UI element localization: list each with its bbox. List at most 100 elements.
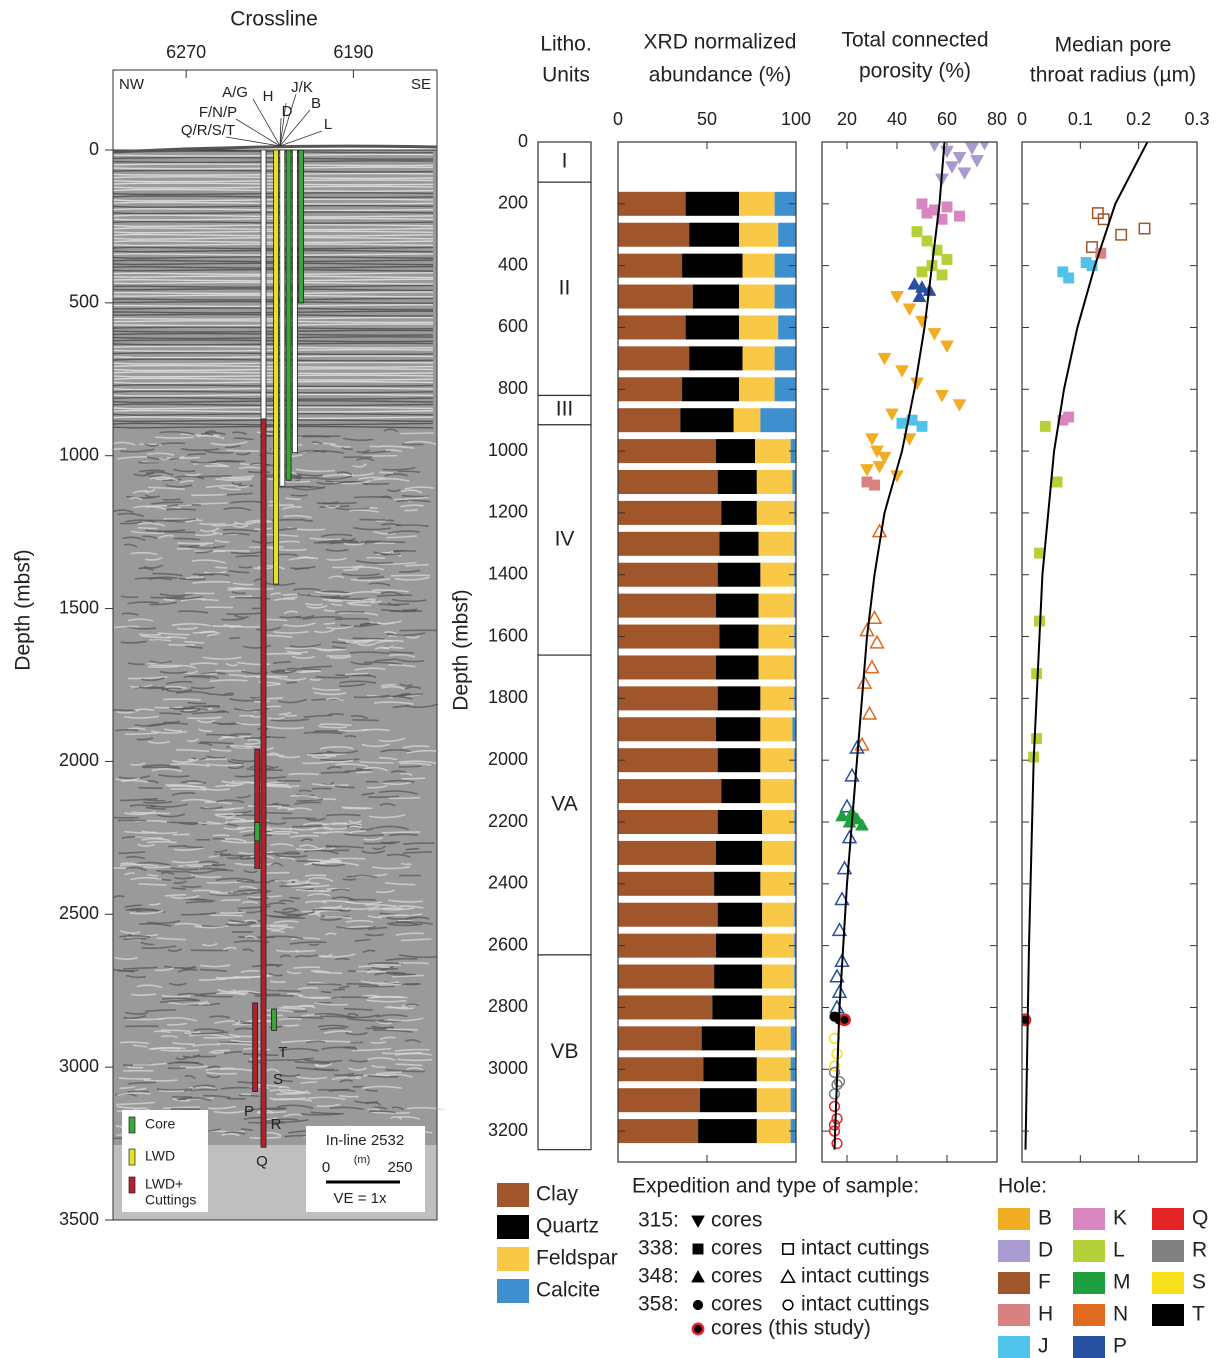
reflector: [309, 537, 342, 541]
reflector: [223, 1050, 242, 1055]
reflector: [334, 785, 355, 789]
reflector: [307, 893, 331, 897]
panel-title: abundance (%): [649, 64, 791, 87]
reflector: [275, 949, 300, 953]
reflector: [331, 1076, 361, 1081]
bar-segment: [792, 470, 796, 494]
bar-segment: [715, 593, 759, 618]
reflector: [134, 577, 173, 581]
reflector: [185, 645, 203, 649]
bar-segment: [794, 779, 796, 804]
marker: [945, 161, 959, 174]
reflector: [380, 445, 415, 449]
bar-segment: [618, 531, 720, 556]
reflector: [326, 654, 351, 657]
reflector: [224, 444, 241, 449]
y-tick-label: 3000: [488, 1058, 528, 1078]
reflector: [341, 573, 380, 577]
reflector: [134, 861, 172, 867]
bar-segment: [774, 191, 796, 216]
bar-segment: [699, 1088, 757, 1113]
reflector: [308, 876, 334, 882]
reflector: [379, 471, 394, 474]
reflector: [313, 1067, 339, 1072]
reflector: [231, 481, 243, 486]
reflector: [230, 500, 263, 504]
reflector: [368, 795, 400, 799]
legend-label: Cuttings: [145, 1192, 196, 1208]
y-tick-label: 1400: [488, 563, 528, 583]
reflector: [137, 526, 158, 530]
reflector: [200, 867, 227, 871]
bar-segment: [756, 500, 795, 525]
reflector: [138, 786, 163, 789]
reflector: [382, 781, 412, 786]
legend-swatch: [497, 1183, 529, 1207]
panel-title: Litho.: [540, 33, 591, 56]
marker: [896, 417, 908, 429]
reflector: [134, 708, 155, 712]
bar-segment: [760, 717, 793, 742]
bar-segment: [762, 933, 795, 958]
reflector: [305, 602, 323, 606]
reflector: [184, 845, 204, 849]
reflector: [344, 833, 385, 837]
bar-segment: [618, 439, 716, 464]
marker: [1031, 733, 1043, 744]
legend-label: intact cuttings: [801, 1293, 929, 1316]
reflector: [215, 813, 243, 816]
y-tick-label: 1500: [59, 597, 99, 617]
reflector: [181, 780, 207, 785]
legend-box: [122, 1110, 208, 1212]
reflector: [214, 848, 228, 853]
reflector: [172, 758, 200, 764]
reflector: [402, 608, 418, 612]
reflector: [143, 1079, 178, 1082]
reflector: [120, 640, 148, 644]
reflector: [368, 907, 404, 911]
bar-segment: [692, 284, 740, 309]
reflector: [178, 863, 213, 868]
reflector: [334, 957, 350, 961]
reflector: [192, 757, 207, 761]
marker: [931, 244, 943, 256]
x-tick-label: 40: [887, 109, 907, 129]
reflector: [289, 827, 317, 831]
legend-title: Hole:: [998, 1175, 1047, 1198]
reflector: [264, 1118, 298, 1123]
reflector: [112, 316, 434, 320]
hole-track: [285, 149, 292, 481]
reflector: [121, 779, 149, 784]
reflector: [265, 582, 296, 586]
reflector: [313, 442, 336, 445]
marker: [941, 254, 953, 265]
reflector: [351, 673, 377, 679]
legend-swatch: [998, 1208, 1030, 1230]
reflector: [287, 807, 312, 811]
reflector: [236, 451, 252, 456]
reflector: [379, 790, 418, 795]
reflector: [136, 737, 154, 741]
reflector: [311, 863, 345, 867]
hole-track: [254, 822, 261, 842]
legend-swatch: [998, 1304, 1030, 1326]
reflector: [244, 736, 271, 740]
reflector: [282, 506, 303, 510]
marker: [928, 142, 941, 153]
reflector: [270, 592, 282, 596]
reflector: [199, 522, 226, 526]
reflector: [188, 1033, 229, 1039]
bar-segment: [739, 315, 779, 340]
marker: [869, 479, 880, 491]
reflector: [374, 825, 409, 831]
reflector: [186, 716, 223, 720]
reflector: [112, 278, 434, 282]
reflector: [313, 906, 349, 911]
reflector: [200, 806, 223, 810]
reflector: [158, 457, 171, 461]
bar-segment: [618, 1057, 704, 1082]
reflector: [112, 297, 434, 301]
bar-segment: [762, 964, 795, 989]
reflector: [231, 780, 255, 784]
reflector: [331, 603, 343, 606]
